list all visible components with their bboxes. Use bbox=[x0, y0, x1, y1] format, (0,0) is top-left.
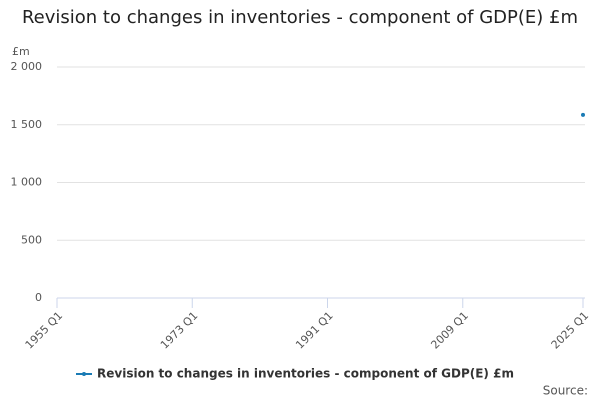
y-tick-label: 0 bbox=[35, 291, 42, 304]
x-tick-label: 1973 Q1 bbox=[158, 309, 201, 352]
legend-symbol bbox=[82, 372, 86, 376]
chart-title: Revision to changes in inventories - com… bbox=[21, 7, 579, 28]
y-tick-label: 500 bbox=[21, 233, 42, 246]
x-tick-label: 2009 Q1 bbox=[428, 309, 471, 352]
x-tick-label: 1991 Q1 bbox=[293, 309, 336, 352]
y-unit: £m bbox=[12, 45, 30, 58]
source: Source: bbox=[543, 384, 588, 398]
x-tick-label: 1955 Q1 bbox=[23, 309, 66, 352]
point bbox=[581, 112, 585, 117]
y-tick-label: 1 000 bbox=[11, 176, 43, 189]
legend-label: Revision to changes in inventories - com… bbox=[97, 367, 514, 381]
y-tick-label: 1 500 bbox=[11, 118, 43, 131]
y-tick-label: 2 000 bbox=[11, 60, 43, 73]
x-tick-label: 2025 Q1 bbox=[549, 309, 592, 352]
